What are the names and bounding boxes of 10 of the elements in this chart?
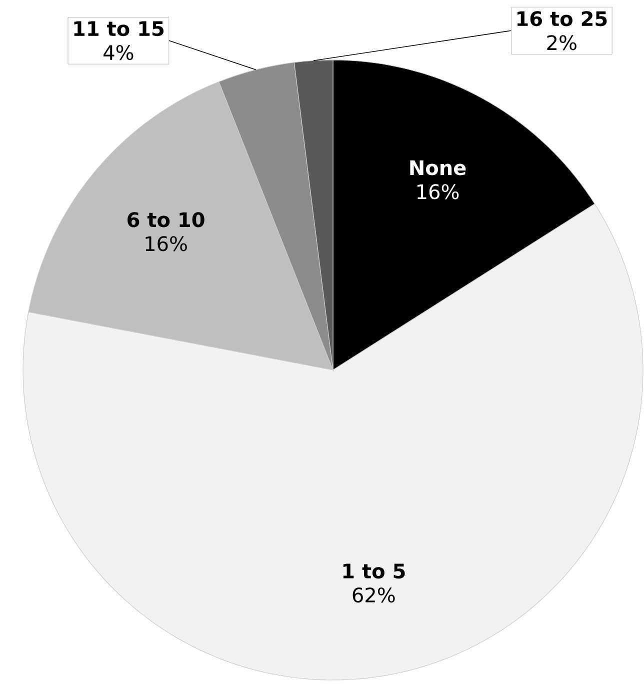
slice-label: 16 to 25 <box>517 11 607 26</box>
slice-label: 11 to 15 <box>74 21 164 36</box>
data-label: 2% <box>547 35 576 50</box>
data-label: 16% <box>418 184 459 200</box>
data-label: 4% <box>104 44 134 60</box>
slice-label: 6 to 10 <box>128 212 204 228</box>
slice-label: None <box>410 160 466 176</box>
data-label: 16% <box>146 236 187 252</box>
data-label: 62% <box>352 587 395 603</box>
slice-label: 1 to 5 <box>343 564 405 579</box>
